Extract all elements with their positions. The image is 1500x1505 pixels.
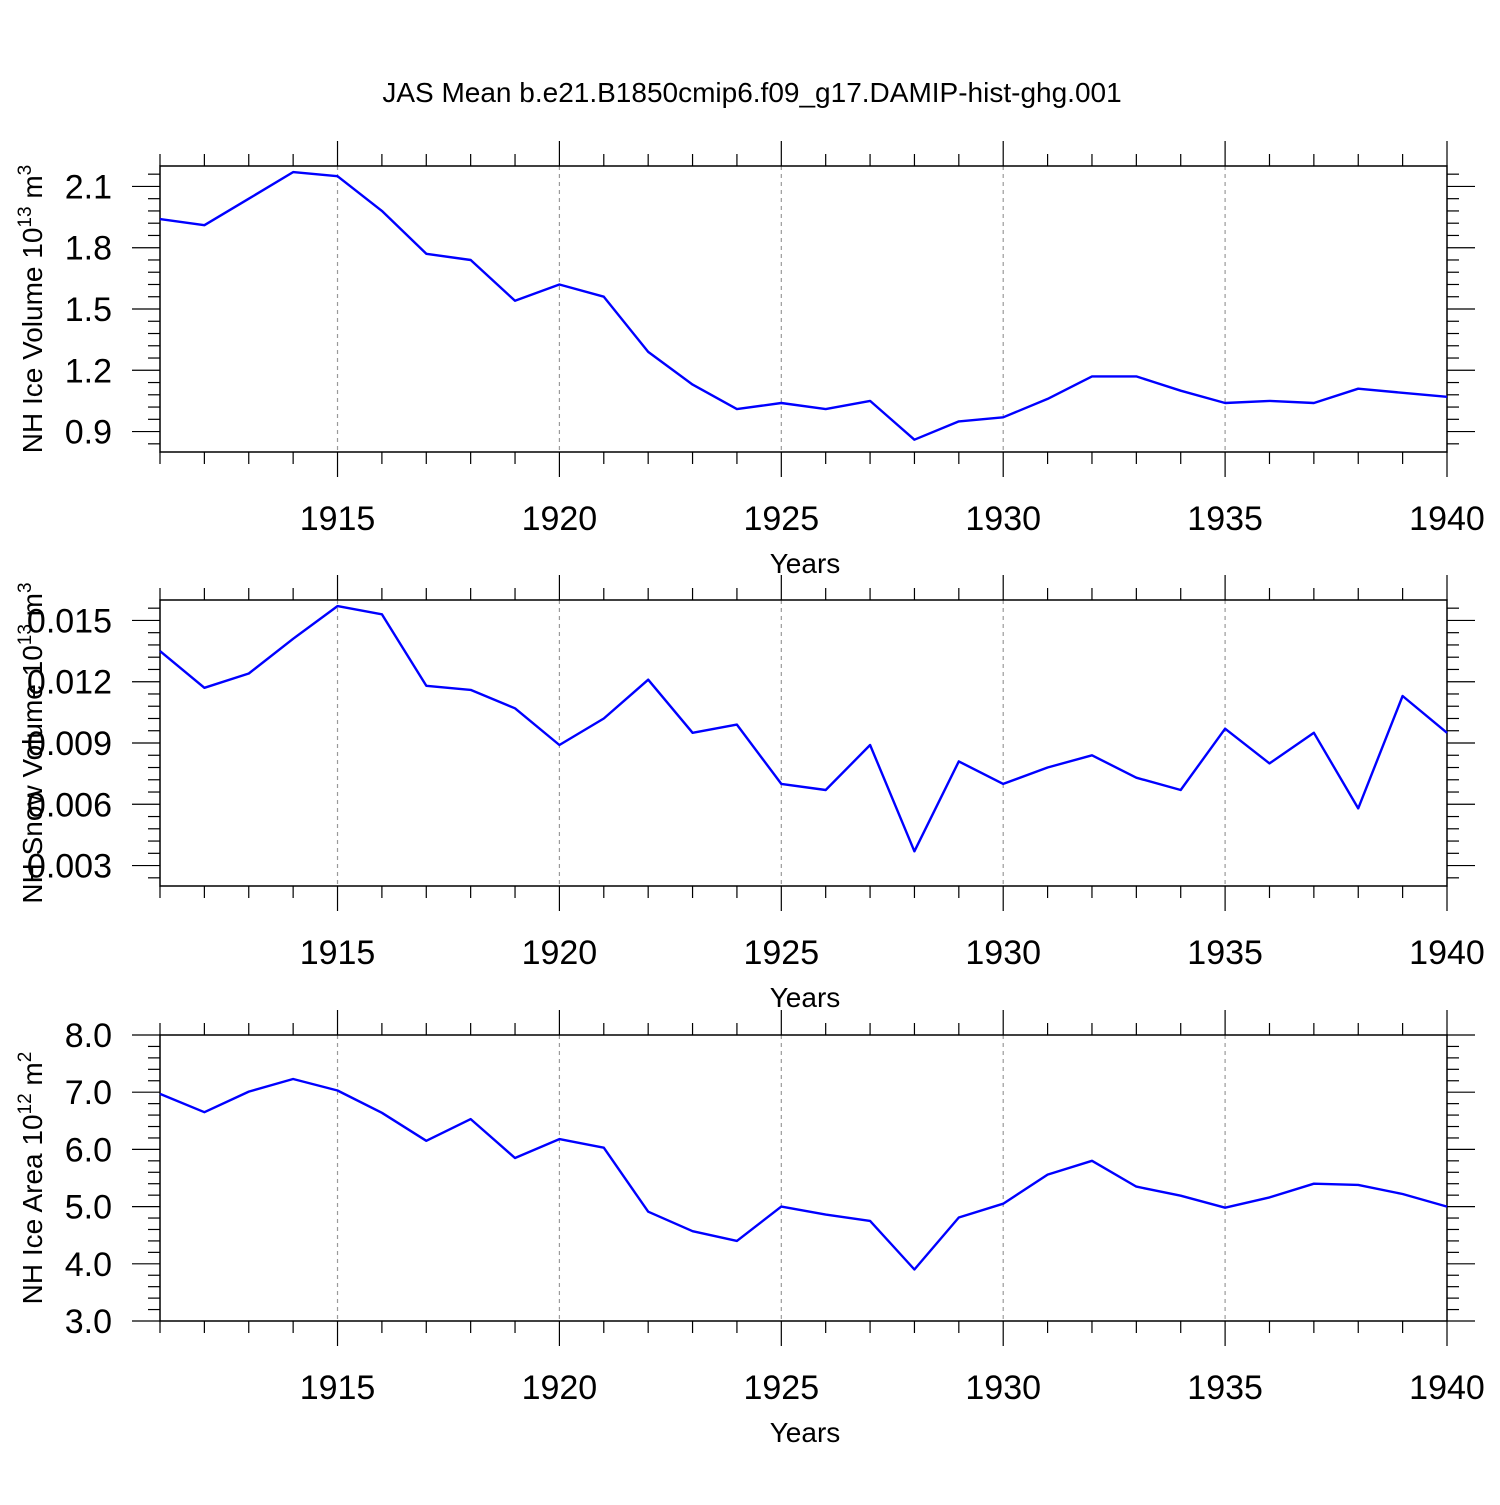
x-tick-label: 1920: [522, 500, 598, 538]
y-tick-label: 8.0: [65, 1017, 112, 1055]
y-axis-label-text: m: [17, 1062, 48, 1093]
x-tick-label: 1925: [743, 1369, 819, 1407]
x-tick-label: 1920: [522, 1369, 598, 1407]
series-line: [160, 1079, 1447, 1270]
y-tick-label: 1.5: [65, 291, 112, 329]
y-axis-label: NH Ice Area 1012 m2: [15, 1052, 48, 1305]
plot-frame: [160, 166, 1447, 452]
y-tick-label: 6.0: [65, 1131, 112, 1169]
x-tick-label: 1930: [965, 1369, 1041, 1407]
series-line: [160, 172, 1447, 440]
panel-1: 1915 1920 1925 1930 1935 1940 0.9 1.2 1.5 1.8 2.1 Y…: [15, 141, 1485, 579]
x-tick-label: 1935: [1187, 934, 1263, 972]
y-tick-label: 1.2: [65, 352, 112, 390]
y-axis-label-superscript: 3: [15, 582, 36, 593]
x-tick-label: 1940: [1409, 934, 1485, 972]
y-tick-label: 3.0: [65, 1303, 112, 1341]
x-tick-label: 1915: [300, 1369, 376, 1407]
y-tick-label: 7.0: [65, 1074, 112, 1112]
y-axis-label-text: m: [17, 175, 48, 206]
y-tick-label: 4.0: [65, 1246, 112, 1284]
x-tick-label: 1935: [1187, 500, 1263, 538]
series-line: [160, 606, 1447, 851]
y-axis-label-text: NH Snow Volume 10: [17, 645, 48, 903]
y-axis-label-superscript: 13: [15, 624, 36, 645]
plot-frame: [160, 1035, 1447, 1321]
y-axis-label-text: NH Ice Area 10: [17, 1114, 48, 1304]
x-tick-label: 1935: [1187, 1369, 1263, 1407]
x-tick-label: 1925: [743, 934, 819, 972]
y-axis-label-text: m: [17, 593, 48, 624]
plot-frame: [160, 600, 1447, 886]
chart-title: JAS Mean b.e21.B1850cmip6.f09_g17.DAMIP-…: [382, 77, 1121, 108]
y-axis-label-superscript: 2: [15, 1052, 36, 1063]
x-tick-label: 1930: [965, 500, 1041, 538]
x-tick-label: 1920: [522, 934, 598, 972]
y-axis-label-superscript: 12: [15, 1093, 36, 1114]
x-tick-label: 1925: [743, 500, 819, 538]
x-axis-label: Years: [770, 1417, 841, 1448]
y-tick-label: 5.0: [65, 1189, 112, 1227]
y-axis-label-superscript: 13: [15, 206, 36, 227]
y-axis-label-superscript: 3: [15, 165, 36, 176]
y-axis-label-text: NH Ice Volume 10: [17, 228, 48, 454]
y-tick-label: 2.1: [65, 168, 112, 206]
y-axis-label: NH Ice Volume 1013 m3: [15, 165, 48, 454]
y-tick-label: 0.9: [65, 414, 112, 452]
y-tick-label: 1.8: [65, 230, 112, 268]
x-tick-label: 1930: [965, 934, 1041, 972]
x-tick-label: 1940: [1409, 500, 1485, 538]
panel-3: 1915 1920 1925 1930 1935 1940 3.0 4.0 5.0 6.0 7.0 8…: [15, 1010, 1485, 1448]
x-tick-label: 1915: [300, 934, 376, 972]
panels: 1915 1920 1925 1930 1935 1940 0.9 1.2 1.5 1.8 2.1 Y…: [15, 141, 1485, 1448]
x-axis-label: Years: [770, 982, 841, 1013]
x-tick-label: 1915: [300, 500, 376, 538]
x-tick-label: 1940: [1409, 1369, 1485, 1407]
x-axis-label: Years: [770, 548, 841, 579]
